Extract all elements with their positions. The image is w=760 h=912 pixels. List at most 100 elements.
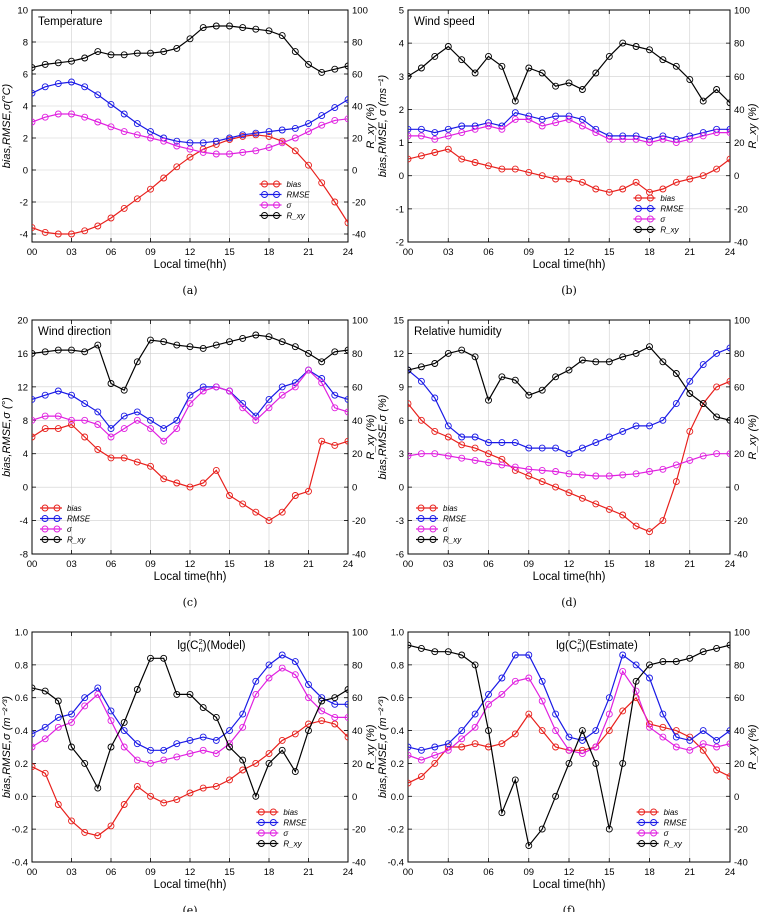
data-point — [444, 746, 452, 754]
legend-marker — [646, 215, 654, 223]
x-tick-label: 24 — [725, 559, 736, 570]
data-point — [133, 408, 141, 416]
data-point — [417, 64, 425, 72]
data-point — [147, 49, 154, 57]
data-point — [278, 736, 286, 744]
data-point — [199, 387, 207, 395]
series-line-σ — [32, 113, 348, 155]
legend-label: bias — [283, 808, 298, 817]
x-tick-label: 24 — [343, 867, 354, 878]
data-point — [94, 222, 102, 230]
legend-label: R_xy — [664, 840, 683, 849]
data-point — [41, 348, 49, 356]
data-point — [485, 439, 492, 447]
data-point — [408, 155, 412, 163]
data-point — [699, 727, 707, 735]
data-point — [431, 743, 439, 751]
legend-marker — [634, 205, 642, 212]
y-left-tick-label: -4 — [20, 516, 28, 527]
legend-marker — [638, 829, 646, 837]
data-point — [212, 341, 220, 349]
data-point — [511, 730, 519, 738]
data-point — [291, 658, 299, 666]
data-point — [344, 437, 348, 445]
legend-label: R_xy — [287, 212, 306, 221]
data-point — [331, 116, 339, 124]
legend-marker — [261, 212, 268, 219]
y-left-tick-label: 4 — [23, 102, 28, 113]
data-point — [592, 500, 600, 508]
y-left-tick-label: 10 — [17, 6, 28, 17]
data-point — [498, 439, 506, 447]
legend-marker — [269, 829, 277, 837]
data-point — [291, 124, 299, 132]
panel-caption: (f) — [563, 904, 576, 912]
data-point — [120, 204, 128, 212]
y-left-tick-label: -0.4 — [388, 858, 404, 869]
data-point — [538, 825, 546, 833]
y-right-tick-label: 20 — [734, 759, 745, 770]
data-point — [318, 379, 326, 387]
data-point — [291, 492, 299, 499]
data-point — [120, 727, 128, 735]
data-point — [458, 56, 466, 64]
data-point — [686, 390, 694, 397]
data-point — [417, 644, 425, 652]
legend-marker — [417, 525, 425, 533]
x-tick-label: 03 — [443, 247, 454, 258]
data-point — [726, 416, 730, 424]
data-point — [81, 54, 89, 62]
data-point — [107, 380, 115, 387]
y-right-tick-label: 40 — [734, 105, 745, 116]
data-point — [265, 144, 273, 152]
series-line-σ — [408, 118, 730, 144]
data-point — [344, 713, 348, 721]
y-left-axis-label: bias,RMSE,σ(°C) — [1, 83, 13, 168]
data-point — [94, 446, 102, 453]
panel-f: 00 03 06 09 12 15 18 21 24 -0.4 -0.2 0.0 0.2 0.4 0.6 0.… — [377, 628, 759, 912]
data-point — [525, 391, 533, 399]
data-point — [147, 792, 154, 800]
data-point — [41, 113, 49, 121]
x-tick-label: 24 — [725, 867, 736, 878]
data-point — [173, 425, 181, 433]
data-point — [54, 723, 62, 731]
data-point — [498, 740, 506, 748]
series-line-R_xy — [408, 644, 730, 847]
data-point — [265, 661, 273, 669]
data-point — [41, 391, 49, 399]
data-point — [54, 387, 62, 395]
data-point — [632, 43, 640, 50]
y-left-tick-label: 16 — [17, 349, 28, 360]
data-point — [68, 391, 75, 399]
data-point — [578, 444, 586, 452]
x-tick-label: 09 — [523, 867, 534, 878]
data-point — [212, 22, 220, 30]
data-point — [173, 137, 181, 145]
data-point — [331, 700, 339, 708]
y-left-tick-label: 0.0 — [15, 792, 28, 803]
data-point — [186, 391, 194, 399]
series-line-σ — [408, 670, 730, 761]
data-point — [278, 126, 286, 134]
data-point — [147, 336, 154, 344]
data-point — [107, 743, 115, 751]
data-point — [417, 773, 425, 781]
legend-label: RMSE — [443, 515, 467, 524]
data-point — [699, 172, 707, 180]
y-left-tick-label: 0 — [23, 166, 28, 177]
legend-label: R_xy — [283, 840, 302, 849]
series-line-RMSE — [32, 81, 348, 144]
data-point — [186, 153, 194, 161]
data-point — [107, 425, 115, 433]
data-point — [160, 475, 168, 483]
data-point — [619, 185, 627, 193]
data-point — [160, 48, 168, 56]
y-right-tick-label: 100 — [734, 6, 750, 17]
data-point — [485, 52, 492, 60]
data-point — [498, 373, 506, 381]
legend-label: RMSE — [664, 819, 688, 828]
data-point — [239, 710, 247, 718]
data-point — [485, 450, 492, 458]
